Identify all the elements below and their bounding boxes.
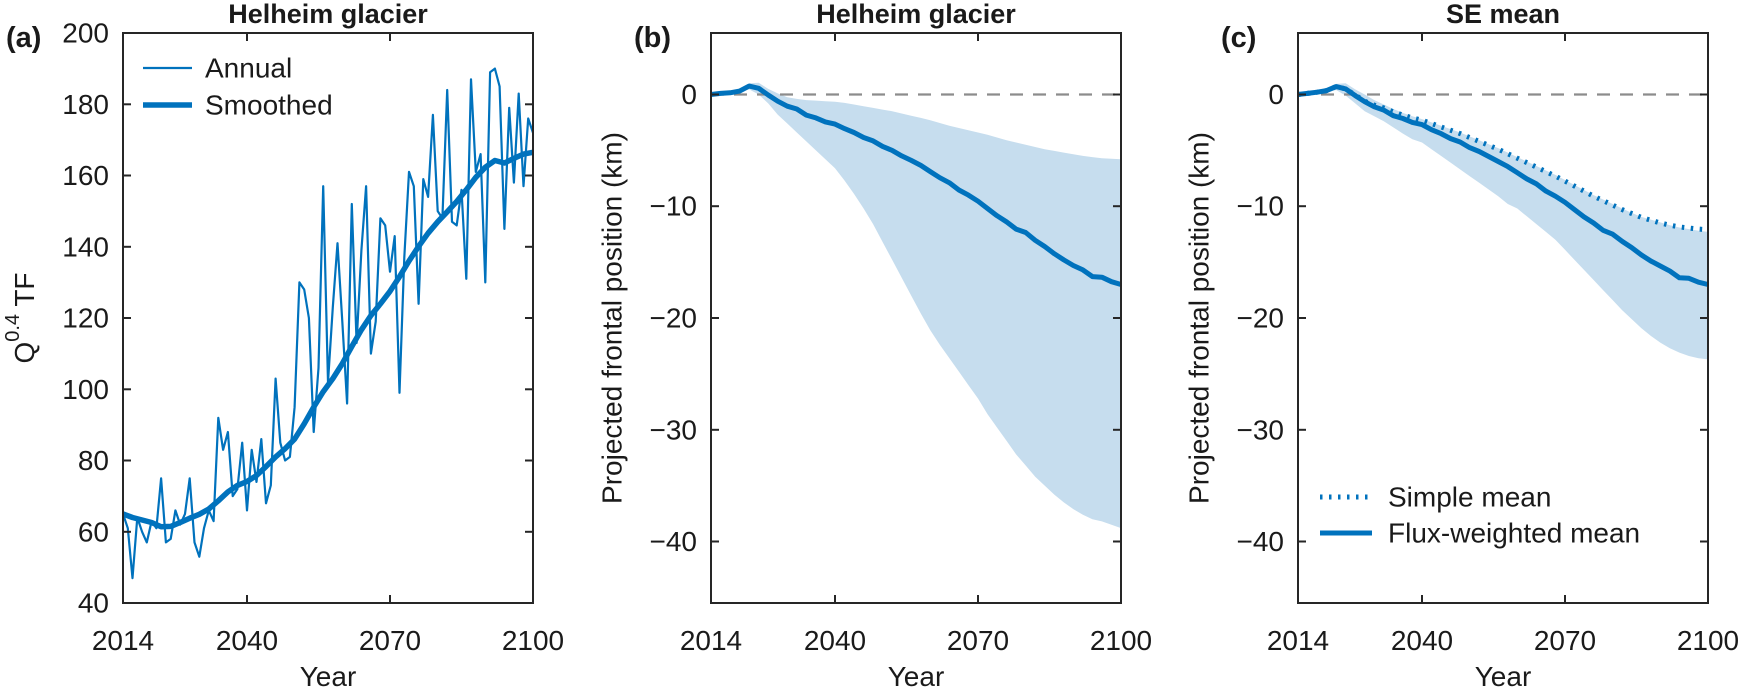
y-tick-label: 40 bbox=[78, 588, 109, 619]
y-tick-label: 120 bbox=[62, 303, 109, 334]
y-tick-label: 140 bbox=[62, 231, 109, 262]
axis-ticks bbox=[710, 33, 1122, 603]
y-tick-label: −30 bbox=[1237, 414, 1285, 445]
legend-label-annual: Annual bbox=[205, 53, 292, 84]
x-tick-label: 2070 bbox=[359, 625, 421, 656]
x-axis-label: Year bbox=[888, 661, 945, 691]
legend-label-flux-weighted-mean: Flux-weighted mean bbox=[1388, 518, 1640, 549]
uncertainty-band bbox=[711, 82, 1121, 529]
smoothed-line bbox=[122, 149, 534, 530]
y-axis-label: Q0.4 TF bbox=[2, 272, 40, 363]
uncertainty-band bbox=[1298, 83, 1708, 360]
legend-label-smoothed: Smoothed bbox=[205, 90, 333, 121]
legend-label-simple-mean: Simple mean bbox=[1388, 482, 1551, 513]
y-tick-label: −20 bbox=[1237, 303, 1285, 334]
axis-ticks bbox=[1297, 33, 1709, 603]
x-axis-label: Year bbox=[300, 661, 357, 691]
x-tick-label: 2014 bbox=[1267, 625, 1329, 656]
y-tick-label: 160 bbox=[62, 160, 109, 191]
y-tick-label: 80 bbox=[78, 445, 109, 476]
x-tick-label: 2100 bbox=[1090, 625, 1152, 656]
y-axis-label: Projected frontal position (km) bbox=[597, 132, 628, 504]
y-tick-label: 100 bbox=[62, 374, 109, 405]
axis-ticks bbox=[122, 32, 534, 604]
panel-b: 2014 2040 2070 2100 0 −10 −20 −30 −40 Helheim gla… bbox=[597, 0, 1153, 691]
panel-title: Helheim glacier bbox=[228, 0, 428, 29]
y-tick-label: 0 bbox=[1268, 79, 1284, 110]
y-tick-label: 180 bbox=[62, 89, 109, 120]
panel-letter: (b) bbox=[634, 22, 671, 54]
annual-line bbox=[121, 67, 535, 580]
y-tick-label: 60 bbox=[78, 516, 109, 547]
panel-c: 2014 2040 2070 2100 0 −10 −20 −30 −40 SE mean (c) Y… bbox=[1184, 0, 1740, 691]
y-tick-label: −40 bbox=[1237, 526, 1285, 557]
y-tick-label: 200 bbox=[62, 18, 109, 49]
panel-letter: (a) bbox=[6, 22, 41, 54]
y-tick-label: −20 bbox=[650, 303, 698, 334]
y-tick-label: −40 bbox=[650, 526, 698, 557]
y-axis-label: Projected frontal position (km) bbox=[1184, 132, 1215, 504]
y-tick-label: −10 bbox=[650, 191, 698, 222]
legend: Simple mean Flux-weighted mean bbox=[1320, 482, 1640, 549]
panel-a: 2014 2040 2070 2100 40 60 80 100 120 140 160 180 200… bbox=[2, 0, 564, 691]
legend: Annual Smoothed bbox=[143, 53, 333, 121]
x-tick-label: 2070 bbox=[947, 625, 1009, 656]
x-tick-label: 2040 bbox=[1391, 625, 1453, 656]
panel-letter: (c) bbox=[1221, 22, 1256, 54]
x-axis-label: Year bbox=[1475, 661, 1532, 691]
x-tick-label: 2014 bbox=[680, 625, 742, 656]
y-tick-label: −10 bbox=[1237, 191, 1285, 222]
y-tick-label: 0 bbox=[681, 79, 697, 110]
y-tick-label: −30 bbox=[650, 414, 698, 445]
x-tick-label: 2100 bbox=[1677, 625, 1739, 656]
simple-mean-line bbox=[1297, 84, 1709, 233]
x-tick-label: 2100 bbox=[502, 625, 564, 656]
panel-title: SE mean bbox=[1446, 0, 1560, 29]
x-tick-label: 2040 bbox=[804, 625, 866, 656]
panel-title: Helheim glacier bbox=[816, 0, 1016, 29]
x-tick-label: 2040 bbox=[216, 625, 278, 656]
flux-weighted-mean-line bbox=[710, 83, 1122, 287]
x-tick-label: 2014 bbox=[92, 625, 154, 656]
x-tick-label: 2070 bbox=[1534, 625, 1596, 656]
